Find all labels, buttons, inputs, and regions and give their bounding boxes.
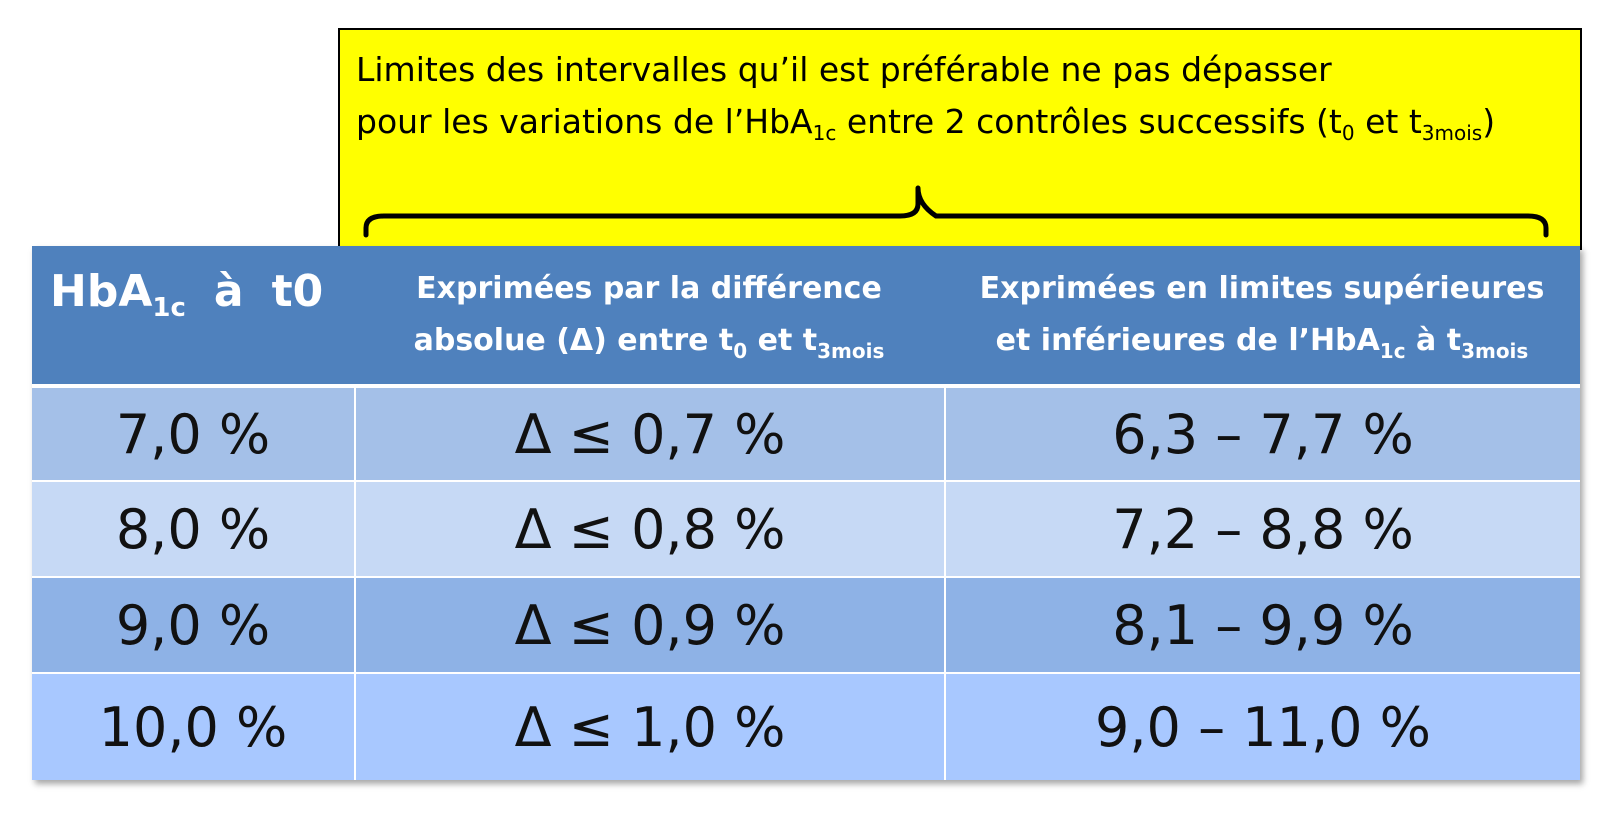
cell-range: 7,2 – 8,8 %	[944, 480, 1580, 576]
header-absolute-difference: Exprimées par la différence absolue (Δ) …	[413, 271, 885, 363]
cell-delta: Δ ≤ 0,7 %	[354, 384, 944, 480]
cell-delta: Δ ≤ 0,8 %	[354, 480, 944, 576]
header-hba1c-t0: HbA1c à t0	[50, 266, 324, 323]
table-row: 9,0 % Δ ≤ 0,9 % 8,1 – 9,9 %	[32, 576, 1580, 672]
cell-range: 9,0 – 11,0 %	[944, 672, 1580, 780]
hba1c-table: HbA1c à t0 Exprimées par la différence abs…	[32, 246, 1580, 780]
table-header-row: HbA1c à t0 Exprimées par la différence abs…	[32, 246, 1580, 384]
table-row: 10,0 % Δ ≤ 1,0 % 9,0 – 11,0 %	[32, 672, 1580, 780]
cell-delta: Δ ≤ 1,0 %	[354, 672, 944, 780]
cell-hba1c: 9,0 %	[32, 576, 354, 672]
cell-range: 8,1 – 9,9 %	[944, 576, 1580, 672]
table-row: 7,0 % Δ ≤ 0,7 % 6,3 – 7,7 %	[32, 384, 1580, 480]
callout-line-2: pour les variations de l’HbA1c entre 2 c…	[356, 102, 1496, 145]
callout-text: Limites des intervalles qu’il est préfér…	[356, 44, 1495, 148]
cell-hba1c: 7,0 %	[32, 384, 354, 480]
curly-brace-icon	[363, 185, 1549, 238]
callout-box: Limites des intervalles qu’il est préfér…	[338, 28, 1582, 250]
cell-hba1c: 10,0 %	[32, 672, 354, 780]
header-upper-lower-limits: Exprimées en limites supérieures et infé…	[979, 271, 1545, 363]
cell-range: 6,3 – 7,7 %	[944, 384, 1580, 480]
cell-hba1c: 8,0 %	[32, 480, 354, 576]
table-row: 8,0 % Δ ≤ 0,8 % 7,2 – 8,8 %	[32, 480, 1580, 576]
cell-delta: Δ ≤ 0,9 %	[354, 576, 944, 672]
callout-line-1: Limites des intervalles qu’il est préfér…	[356, 50, 1332, 89]
